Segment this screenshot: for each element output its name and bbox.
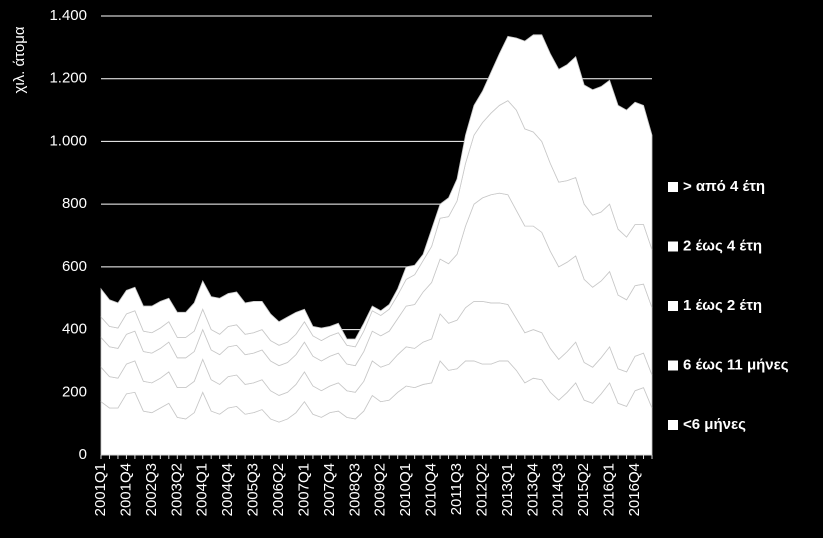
x-tick-label: 2016Q1	[601, 463, 618, 516]
area	[100, 34, 653, 348]
x-tick-label: 2009Q2	[372, 463, 389, 516]
y-tick-label: 1.000	[49, 132, 87, 149]
legend-marker	[668, 360, 678, 371]
y-axis-label: χιλ. άτομα	[11, 26, 28, 93]
y-tick-label: 400	[62, 321, 87, 338]
legend-label: <6 μήνες	[683, 416, 746, 433]
x-tick-label: 2014Q3	[550, 463, 567, 516]
legend-marker	[668, 420, 678, 430]
x-tick-label: 2003Q2	[168, 463, 185, 516]
legend-label: 2 έως 4 έτη	[683, 237, 762, 254]
y-tick-label: 0	[79, 446, 87, 463]
y-tick-label: 1.200	[49, 70, 87, 87]
x-tick-label: 2001Q1	[92, 463, 109, 516]
x-tick-label: 2007Q4	[321, 463, 338, 516]
x-tick-label: 2001Q4	[117, 463, 134, 516]
y-tick-label: 600	[62, 258, 87, 275]
x-tick-label: 2007Q1	[295, 463, 312, 516]
legend-marker	[668, 301, 678, 311]
x-tick-label: 2013Q1	[499, 463, 516, 516]
x-tick-label: 2015Q2	[575, 463, 592, 516]
x-tick-label: 2016Q4	[626, 463, 643, 516]
x-tick-label: 2006Q2	[270, 463, 287, 516]
y-tick-label: 1.400	[49, 7, 87, 24]
x-tick-label: 2005Q3	[245, 463, 262, 516]
legend-label: 1 έως 2 έτη	[683, 297, 762, 314]
y-tick-label: 200	[62, 383, 87, 400]
x-tick-label: 2010Q1	[397, 463, 414, 516]
x-tick-label: 2010Q4	[423, 463, 440, 516]
x-tick-label: 2004Q4	[219, 463, 236, 516]
y-tick-label: 800	[62, 195, 87, 212]
legend-marker	[668, 182, 678, 192]
legend-label: 6 έως 11 μήνες	[683, 356, 789, 373]
legend-label: > από 4 έτη	[683, 178, 765, 195]
x-tick-label: 2008Q3	[346, 463, 363, 516]
x-tick-label: 2013Q4	[524, 463, 541, 516]
x-tick-label: 2011Q3	[448, 463, 465, 515]
x-tick-label: 2004Q1	[194, 463, 211, 516]
x-tick-label: 2002Q3	[143, 463, 160, 516]
legend-marker	[668, 241, 678, 252]
x-tick-label: 2012Q2	[473, 463, 490, 516]
